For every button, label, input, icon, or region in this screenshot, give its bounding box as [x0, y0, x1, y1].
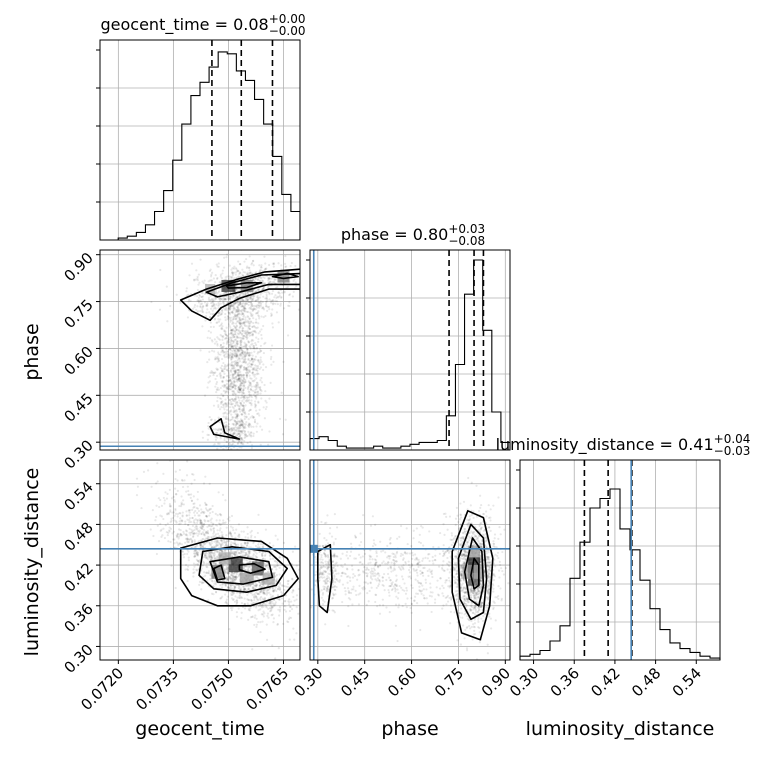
title-luminosity_distance: luminosity_distance = 0.41+0.04: [496, 432, 751, 455]
diag-panel-geocent_time: geocent_time = 0.08+0.00−0.00: [96, 12, 306, 241]
panel-frame: [309, 459, 511, 661]
title-minus-phase: −0.08: [448, 234, 485, 248]
histogram-phase: [309, 259, 511, 450]
contour-level-3: [271, 272, 299, 280]
contour-level-3: [470, 557, 480, 590]
density-cell: [218, 552, 231, 565]
xtick-label: 0.54: [669, 664, 705, 700]
contour-level-2: [463, 537, 485, 607]
xtick-label: 0.30: [506, 664, 542, 700]
contour-level-4: [209, 418, 241, 440]
panel-luminosity_distance-vs-phase: [309, 459, 511, 661]
xtick-label: 0.0720: [77, 664, 127, 714]
diag-panel-phase: phase = 0.80+0.03−0.08: [306, 222, 511, 451]
ytick-label: 0.30: [60, 436, 96, 472]
ylabel-luminosity-distance: luminosity_distance: [21, 468, 43, 657]
ytick-label: 0.45: [60, 389, 96, 425]
title-minus-geocent_time: −0.00: [269, 24, 306, 38]
histogram-luminosity_distance: [519, 488, 721, 660]
xtick-label: 0.75: [431, 664, 467, 700]
contour-level-0: [179, 268, 300, 322]
ylabel-phase: phase: [21, 323, 43, 380]
contour-level-0: [179, 537, 299, 607]
contour-level-4: [213, 564, 226, 581]
contour-level-3: [238, 562, 266, 574]
xtick-label: 0.60: [384, 664, 420, 700]
title-phase: phase = 0.80+0.03: [341, 222, 485, 244]
contour-level-2: [225, 282, 263, 289]
ytick-label: 0.30: [60, 641, 96, 677]
density-cell: [251, 561, 264, 576]
contour-level-1: [457, 523, 488, 621]
xtick-label: 0.0735: [132, 664, 182, 714]
xtick-label: 0.0750: [187, 664, 237, 714]
panel-luminosity_distance-vs-geocent_time: [99, 459, 301, 661]
contour-level-0: [451, 510, 494, 641]
xlabel-geocent-time: geocent_time: [135, 718, 264, 740]
title-minus-luminosity_distance: −0.03: [714, 444, 751, 458]
xtick-label: 0.36: [547, 664, 583, 700]
ytick-label: 0.42: [60, 559, 96, 595]
ytick-label: 0.75: [60, 296, 96, 332]
xtick-label: 0.48: [628, 664, 664, 700]
xtick-label: 0.0765: [242, 664, 292, 714]
xtick-label: 0.90: [478, 664, 514, 700]
scatter-points: [310, 476, 510, 660]
density-cell: [277, 270, 290, 283]
contour-level-2: [209, 556, 274, 585]
panel-frame: [309, 249, 511, 451]
contour-level-4: [317, 543, 333, 614]
xlabel-phase: phase: [381, 718, 438, 740]
ytick-label: 0.36: [60, 600, 96, 636]
xlabel-luminosity-distance: luminosity_distance: [526, 718, 715, 740]
xtick-label: 0.30: [290, 664, 326, 700]
panel-phase-vs-geocent_time: [99, 249, 301, 451]
density-cell: [205, 284, 216, 295]
diag-panel-luminosity_distance: luminosity_distance = 0.41+0.04−0.03: [496, 432, 751, 661]
panel-frame: [99, 459, 301, 661]
xtick-label: 0.42: [587, 664, 623, 700]
ytick-label: 0.48: [60, 519, 96, 555]
panel-frame: [99, 39, 301, 241]
panel-frame: [519, 459, 721, 661]
title-geocent_time: geocent_time = 0.08+0.00: [101, 12, 306, 35]
panel-frame: [99, 249, 301, 451]
ytick-label: 0.54: [60, 478, 96, 514]
histogram-geocent_time: [100, 51, 301, 241]
ytick-label: 0.60: [60, 343, 96, 379]
density-cell: [462, 564, 473, 579]
contour-level-1: [205, 272, 300, 298]
xtick-label: 0.45: [337, 664, 373, 700]
ytick-label: 0.90: [60, 249, 96, 285]
truth-marker: [309, 544, 318, 553]
